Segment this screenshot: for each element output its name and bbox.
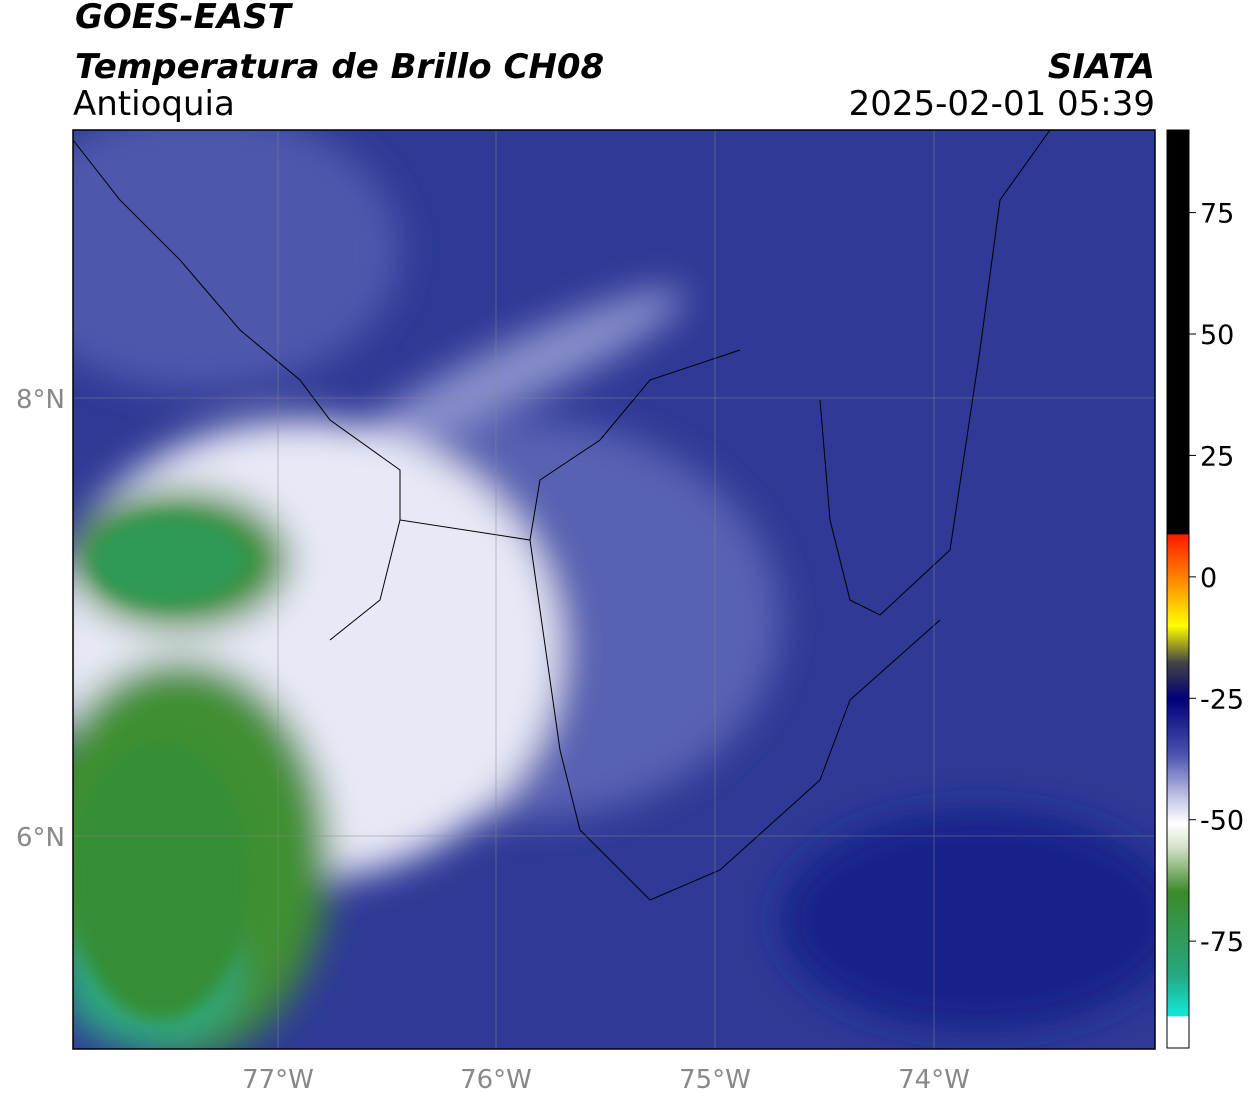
source: SIATA xyxy=(1048,47,1155,87)
colorbar-tick-label: -25 xyxy=(1200,684,1244,715)
lon-label: 76°W xyxy=(460,1065,532,1095)
lon-label: 74°W xyxy=(898,1065,970,1095)
map-frame xyxy=(72,129,1156,1050)
colorbar-tick-label: 75 xyxy=(1200,199,1234,230)
colorbar-tick-label: -50 xyxy=(1200,806,1244,837)
lat-label: 6°N xyxy=(16,823,65,853)
colorbar-tick-label: 25 xyxy=(1200,441,1234,472)
map-image xyxy=(73,130,1155,1049)
datetime: 2025-02-01 05:39 xyxy=(849,84,1155,124)
region: Antioquia xyxy=(73,84,235,124)
colorbar-tick-label: 50 xyxy=(1200,320,1234,351)
axis-labels: 8°N 6°N 77°W 76°W 75°W 74°W xyxy=(16,385,970,1095)
product: Temperatura de Brillo CH08 xyxy=(75,47,604,87)
lat-label: 8°N xyxy=(16,385,65,415)
colorbar-tick-label: 0 xyxy=(1200,563,1217,594)
colorbar-tick-label: -75 xyxy=(1200,927,1244,958)
satellite: GOES-EAST xyxy=(75,0,294,37)
lon-label: 75°W xyxy=(679,1065,751,1095)
lon-label: 77°W xyxy=(242,1065,314,1095)
colorbar xyxy=(1166,129,1190,1049)
